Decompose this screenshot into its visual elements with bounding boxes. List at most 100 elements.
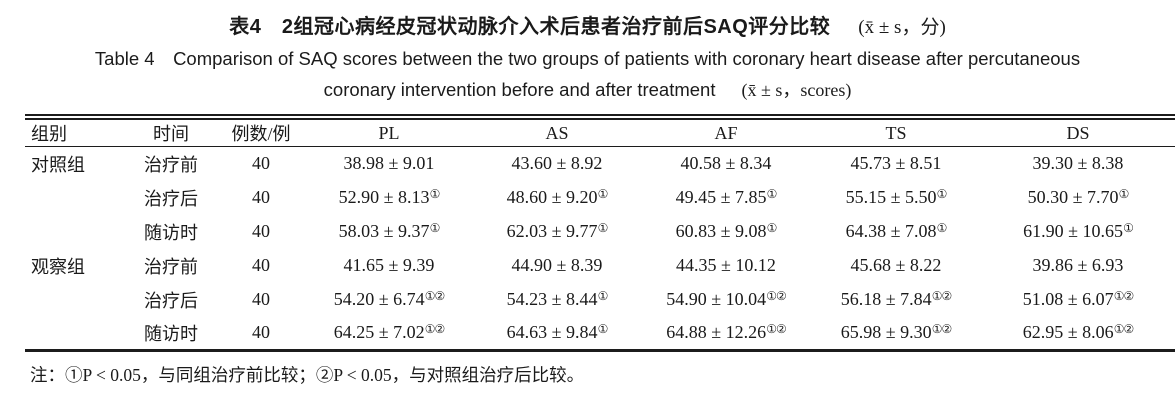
table-header: 组别 时间 例数/例 PL AS AF TS DS: [25, 117, 1175, 147]
value-cell-ds: 61.90 ± 10.65①: [981, 215, 1175, 249]
value-cell-af: 64.88 ± 12.26①②: [641, 317, 811, 351]
value-text: 65.98 ± 9.30: [840, 322, 932, 343]
value-text: 45.68 ± 8.22: [850, 255, 942, 275]
significance-superscript: ①: [936, 221, 948, 235]
value-cell-af: 54.90 ± 10.04①②: [641, 283, 811, 317]
n-cell: 40: [252, 322, 270, 343]
significance-superscript: ①: [936, 187, 948, 201]
value-text: 64.88 ± 12.26: [666, 322, 767, 343]
col-header-as: AS: [545, 122, 569, 143]
value-cell-as: 44.90 ± 8.39: [473, 249, 641, 283]
group-cell: [25, 215, 125, 249]
n-cell: 40: [252, 221, 270, 241]
value-cell-pl: 58.03 ± 9.37①: [305, 215, 473, 249]
value-cell-ts: 64.38 ± 7.08①: [811, 215, 981, 249]
value-text: 40.58 ± 8.34: [680, 153, 772, 174]
table-row: 随访时 40 58.03 ± 9.37① 62.03 ± 9.77① 60.83…: [25, 215, 1175, 249]
col-header-af: AF: [714, 122, 738, 143]
value-text: 39.30 ± 8.38: [1032, 153, 1124, 174]
value-text: 54.23 ± 8.44: [506, 289, 598, 309]
value-text: 49.45 ± 7.85: [675, 187, 767, 207]
value-cell-as: 43.60 ± 8.92: [473, 147, 641, 181]
time-cell: 治疗后: [144, 290, 198, 311]
time-cell: 随访时: [144, 222, 198, 243]
value-text: 51.08 ± 6.07: [1022, 289, 1114, 309]
significance-superscript: ①②: [1113, 322, 1134, 337]
header-row: 组别 时间 例数/例 PL AS AF TS DS: [25, 117, 1175, 147]
significance-superscript: ①: [766, 221, 778, 235]
col-header-pl: PL: [378, 122, 400, 143]
significance-superscript: ①②: [424, 289, 445, 303]
value-text: 55.15 ± 5.50: [845, 187, 937, 207]
table-row: 治疗后 40 54.20 ± 6.74①② 54.23 ± 8.44① 54.9…: [25, 283, 1175, 317]
time-cell: 治疗后: [144, 188, 198, 209]
time-cell: 随访时: [144, 323, 198, 344]
value-text: 56.18 ± 7.84: [840, 289, 932, 309]
group-cell: [25, 317, 125, 351]
table-title-en-line2: coronary intervention before and after t…: [0, 74, 1175, 106]
table-title-en-line1: Table 4 Comparison of SAQ scores between…: [0, 43, 1175, 74]
table-row: 对照组 治疗前 40 38.98 ± 9.01 43.60 ± 8.92 40.…: [25, 147, 1175, 181]
value-cell-ds: 39.30 ± 8.38: [981, 147, 1175, 181]
saq-scores-table: 组别 时间 例数/例 PL AS AF TS DS 对照组 治疗前 40 38.…: [25, 114, 1175, 352]
significance-superscript: ①: [1123, 221, 1134, 235]
group-cell: [25, 283, 125, 317]
value-cell-ds: 62.95 ± 8.06①②: [981, 317, 1175, 351]
significance-superscript: ①: [766, 187, 778, 201]
value-cell-ts: 55.15 ± 5.50①: [811, 181, 981, 215]
value-text: 64.38 ± 7.08: [845, 221, 937, 241]
value-text: 62.95 ± 8.06: [1022, 322, 1114, 343]
table-row: 治疗后 40 52.90 ± 8.13① 48.60 ± 9.20① 49.45…: [25, 181, 1175, 215]
value-cell-as: 48.60 ± 9.20①: [473, 181, 641, 215]
table-row: 随访时 40 64.25 ± 7.02 ①② 64.63 ± 9.84① 64.8…: [25, 317, 1175, 351]
value-cell-ds: 51.08 ± 6.07①②: [981, 283, 1175, 317]
n-cell: 40: [252, 153, 270, 174]
n-cell: 40: [252, 289, 270, 309]
significance-superscript: ①: [597, 322, 609, 337]
value-cell-as: 64.63 ± 9.84①: [473, 317, 641, 351]
col-header-ts: TS: [885, 122, 907, 143]
value-text: 54.90 ± 10.04: [666, 289, 767, 309]
value-cell-ts: 45.73 ± 8.51: [811, 147, 981, 181]
value-text: 38.98 ± 9.01: [343, 153, 435, 174]
group-cell: 对照组: [31, 154, 85, 175]
value-text: 39.86 ± 6.93: [1032, 255, 1124, 275]
value-cell-ts: 65.98 ± 9.30①②: [811, 317, 981, 351]
value-text: 60.83 ± 9.08: [675, 221, 767, 241]
value-cell-pl: 41.65 ± 9.39: [305, 249, 473, 283]
n-cell: 40: [252, 255, 270, 275]
value-cell-af: 40.58 ± 8.34: [641, 147, 811, 181]
value-text: 64.25 ± 7.02: [333, 322, 425, 343]
table-row: 观察组 治疗前 40 41.65 ± 9.39 44.90 ± 8.39 44.…: [25, 249, 1175, 283]
value-cell-ds: 39.86 ± 6.93: [981, 249, 1175, 283]
significance-superscript: ①: [597, 289, 609, 303]
value-text: 43.60 ± 8.92: [511, 153, 603, 174]
value-cell-pl: 52.90 ± 8.13①: [305, 181, 473, 215]
value-cell-af: 49.45 ± 7.85①: [641, 181, 811, 215]
table-title-zh: 表4 2组冠心病经皮冠状动脉介入术后患者治疗前后SAQ评分比较 (x̄ ± s，分…: [0, 12, 1175, 43]
value-text: 45.73 ± 8.51: [850, 153, 942, 174]
significance-superscript: ①②: [766, 322, 786, 337]
significance-superscript: ①: [597, 187, 609, 201]
time-cell: 治疗前: [144, 154, 198, 175]
significance-superscript: ①②: [931, 289, 952, 303]
value-text: 44.35 ± 10.12: [676, 255, 776, 275]
value-cell-af: 60.83 ± 9.08①: [641, 215, 811, 249]
significance-superscript: ①: [429, 221, 441, 235]
significance-superscript: ①: [429, 187, 441, 201]
value-text: 58.03 ± 9.37: [338, 221, 430, 241]
col-header-time: 时间: [153, 124, 189, 144]
value-text: 62.03 ± 9.77: [506, 221, 598, 241]
value-text: 44.90 ± 8.39: [511, 255, 603, 275]
value-cell-ds: 50.30 ± 7.70①: [981, 181, 1175, 215]
table-title-en-text1: Table 4 Comparison of SAQ scores between…: [94, 48, 1081, 69]
n-cell: 40: [252, 187, 270, 207]
value-cell-ts: 45.68 ± 8.22: [811, 249, 981, 283]
value-text: 48.60 ± 9.20: [506, 187, 598, 207]
stat-notation-zh: (x̄ ± s，分): [858, 17, 946, 38]
value-text: 64.63 ± 9.84: [506, 322, 598, 343]
value-text: 52.90 ± 8.13: [338, 187, 430, 207]
table-title-en-text2: coronary intervention before and after t…: [323, 79, 716, 100]
value-text: 41.65 ± 9.39: [343, 255, 435, 275]
